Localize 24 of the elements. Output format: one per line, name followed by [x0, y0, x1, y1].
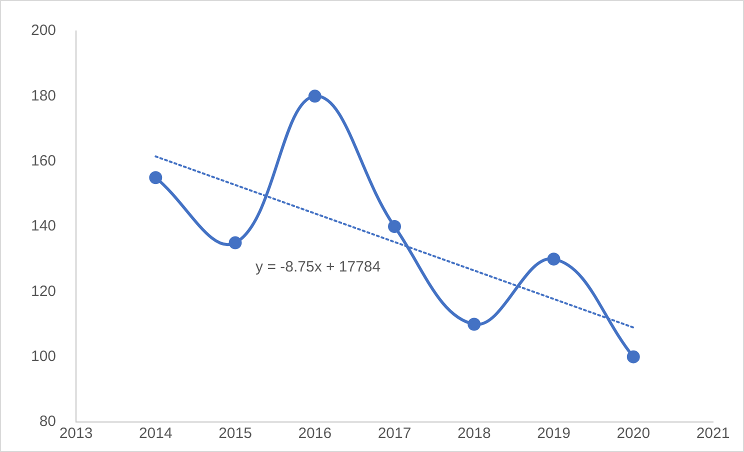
point: [308, 90, 322, 103]
x-tick-label: 2017: [378, 425, 412, 442]
point: [388, 220, 402, 233]
x-tick-label: 2018: [457, 425, 491, 442]
y-tick-label: 100: [30, 348, 56, 365]
x-tick-label: 2014: [138, 425, 172, 442]
x-tick-label: 2021: [696, 425, 730, 442]
annotation: y = -8.75x + 17784: [256, 258, 381, 276]
point: [468, 318, 481, 331]
y-tick-label: 120: [30, 282, 56, 300]
y-tick-label: 80: [39, 413, 56, 430]
y-tick-label: 180: [30, 87, 56, 104]
x-tick-label: 2013: [59, 425, 93, 442]
y-tick-label: 160: [30, 152, 56, 170]
x-tick-label: 2015: [218, 425, 252, 442]
x-tick-label: 2020: [616, 425, 650, 442]
x-tick-label: 2019: [537, 425, 570, 442]
y-tick-label: 140: [30, 218, 56, 235]
x-tick-label: 2016: [298, 425, 332, 442]
point: [547, 252, 560, 266]
y-tick-label: 200: [30, 22, 56, 40]
point: [228, 236, 242, 250]
point: [149, 171, 162, 184]
point: [626, 350, 640, 364]
